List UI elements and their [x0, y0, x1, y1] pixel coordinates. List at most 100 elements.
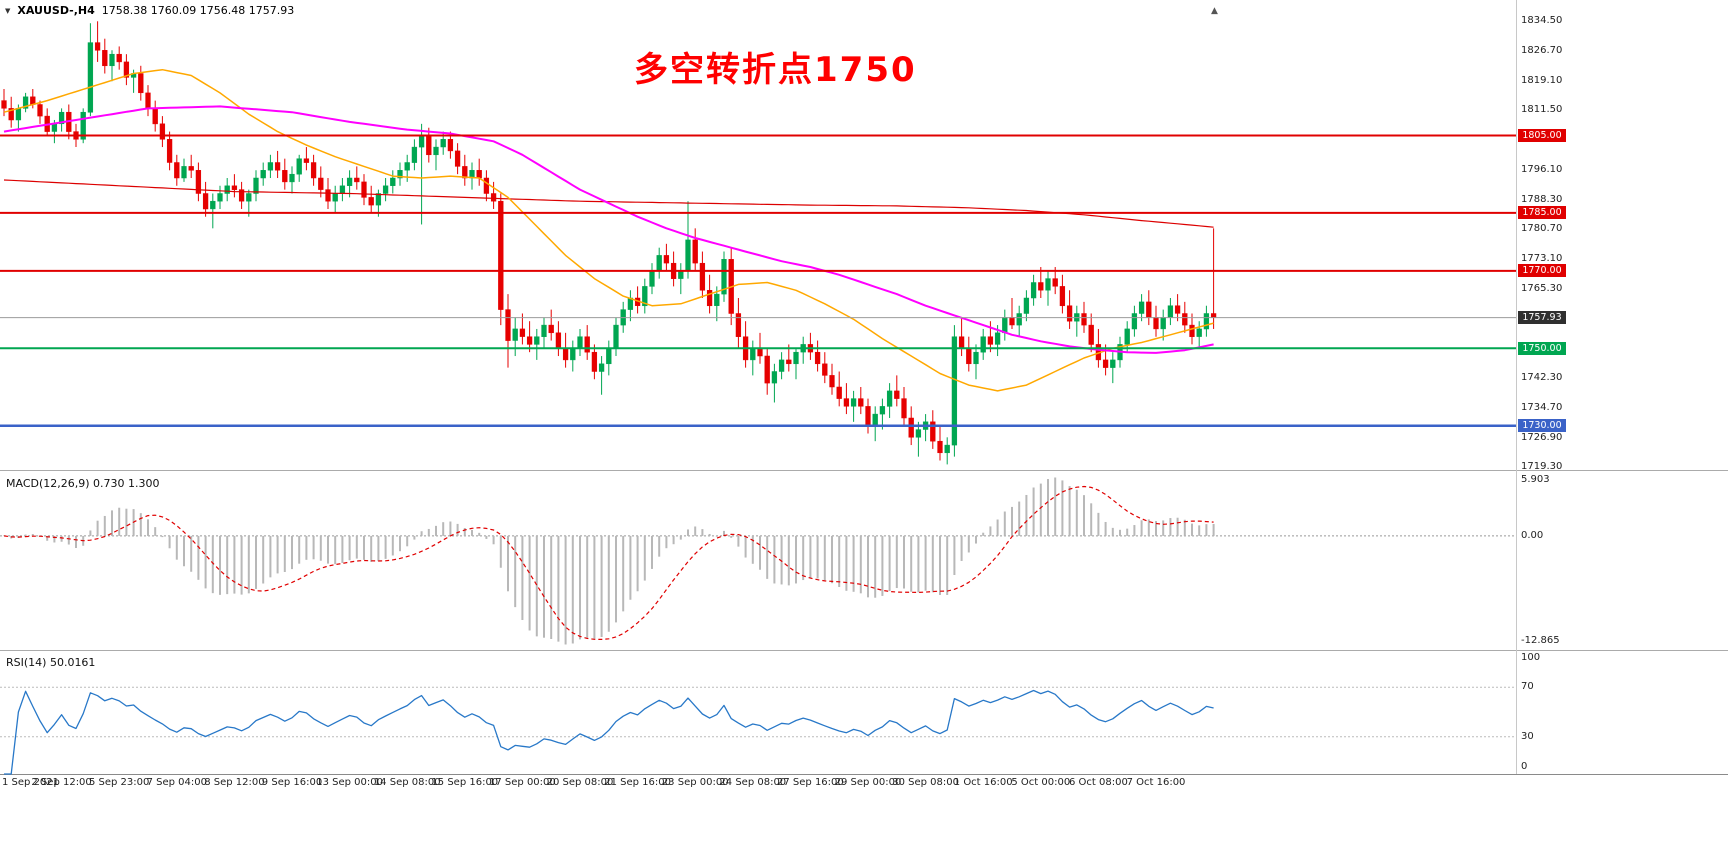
candle-body	[404, 162, 410, 171]
candle-body	[375, 193, 382, 206]
candle-body	[152, 108, 158, 125]
candle-body	[1124, 328, 1130, 345]
candle-body	[1030, 282, 1037, 299]
candle-body	[822, 363, 828, 376]
candle-body	[397, 170, 403, 179]
symbol-dropdown-icon[interactable]: ▼	[5, 6, 11, 15]
candle-body	[368, 197, 374, 206]
candle-body	[390, 177, 396, 186]
candle-body	[1131, 313, 1138, 330]
candle-body	[483, 177, 490, 194]
candle-body	[462, 166, 468, 179]
candle-body	[735, 313, 742, 337]
candle-body	[159, 123, 166, 140]
candle-body	[786, 359, 792, 365]
candle-body	[15, 108, 22, 121]
candle-body	[865, 406, 871, 426]
candle-body	[699, 262, 706, 291]
candle-body	[8, 108, 14, 121]
candle-body	[267, 162, 274, 171]
candle-body	[1002, 317, 1008, 334]
candle-body	[764, 355, 770, 384]
candle-body	[757, 348, 763, 357]
candle-body	[1146, 301, 1152, 318]
candle-body	[195, 170, 202, 194]
candle-body	[714, 293, 720, 306]
candle-body	[58, 111, 65, 125]
candle-body	[498, 200, 504, 310]
candle-body	[656, 255, 662, 272]
candle-body	[296, 158, 302, 175]
candle-body	[562, 348, 569, 361]
candle-body	[901, 398, 907, 419]
rsi-indicator-label: RSI(14) 50.0161	[6, 656, 96, 669]
candle-body	[1160, 317, 1166, 330]
candle-body	[584, 336, 590, 353]
candle-body	[850, 398, 857, 407]
candle-body	[750, 348, 756, 361]
candle-body	[246, 193, 252, 202]
rsi-line	[4, 689, 1214, 775]
candle-body	[548, 324, 554, 334]
candle-body	[1174, 305, 1181, 314]
candle-body	[102, 50, 108, 67]
candle-body	[1210, 313, 1217, 318]
candle-body	[339, 185, 346, 194]
candle-body	[771, 371, 778, 384]
ma-mid-magenta-line	[3, 105, 1214, 354]
candle-body	[994, 332, 1001, 345]
candle-body	[346, 177, 353, 186]
candle-body	[51, 123, 58, 132]
candle-body	[685, 239, 691, 272]
candle-body	[1081, 313, 1087, 326]
candle-body	[224, 185, 230, 194]
candle-body	[202, 193, 209, 210]
candle-body	[282, 170, 288, 183]
candle-body	[519, 328, 526, 337]
candle-body	[354, 177, 360, 183]
candle-body	[814, 351, 821, 365]
candle-body	[490, 193, 497, 202]
candle-body	[166, 139, 173, 163]
candle-body	[418, 135, 425, 148]
candle-body	[1167, 305, 1174, 318]
candle-body	[937, 440, 943, 454]
candle-body	[1196, 328, 1202, 337]
candle-body	[289, 173, 295, 183]
candle-body	[649, 270, 655, 287]
candle-body	[663, 255, 670, 264]
candle-body	[303, 158, 310, 163]
candle-body	[1, 100, 7, 109]
candle-body	[447, 139, 454, 152]
candle-body	[1153, 317, 1159, 330]
candle-body	[980, 336, 986, 353]
candle-body	[915, 429, 922, 438]
candle-body	[1189, 324, 1195, 337]
candle-body	[908, 417, 914, 438]
candle-body	[210, 200, 216, 210]
candle-body	[274, 162, 281, 171]
chart-shift-marker[interactable]: ▲	[1211, 6, 1218, 16]
candle-body	[577, 336, 583, 349]
candle-body	[332, 193, 338, 202]
candle-body	[872, 413, 878, 426]
candle-body	[598, 363, 605, 372]
candle-body	[606, 348, 612, 365]
candle-body	[512, 328, 518, 341]
candle-body	[181, 166, 187, 179]
candle-body	[966, 348, 972, 365]
candle-body	[411, 146, 418, 163]
candle-body	[778, 359, 785, 372]
candle-body	[231, 185, 238, 190]
candle-body	[973, 351, 979, 365]
candle-body	[944, 444, 950, 454]
candle-body	[879, 406, 886, 415]
candle-body	[217, 193, 223, 202]
candle-body	[1052, 278, 1058, 287]
candle-body	[433, 146, 439, 156]
candle-body	[526, 336, 533, 345]
candle-body	[123, 61, 130, 78]
candle-body	[318, 177, 324, 190]
candle-body	[1088, 324, 1094, 345]
